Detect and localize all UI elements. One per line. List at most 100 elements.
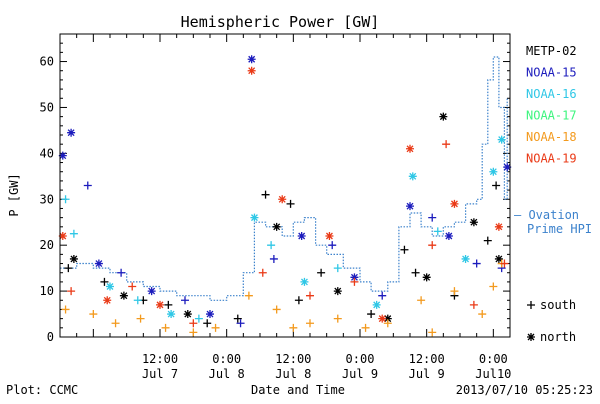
legend-entry-metp-02: METP-02	[526, 44, 577, 58]
north-asterisk-mark	[67, 128, 76, 137]
point-metp-02-south	[483, 236, 492, 245]
point-noaa-15-south	[181, 296, 189, 305]
north-asterisk-mark	[325, 232, 334, 240]
point-metp-02-north	[119, 291, 128, 300]
point-noaa-19-north	[406, 144, 414, 153]
south-plus-mark	[383, 319, 392, 328]
x-axis-label: Date and Time	[251, 383, 345, 397]
point-noaa-18-south	[450, 287, 459, 296]
point-noaa-15-north	[406, 202, 414, 211]
south-plus-mark	[428, 213, 437, 222]
north-asterisk-mark	[103, 296, 112, 305]
north-asterisk-mark	[497, 135, 506, 144]
south-plus-mark	[69, 229, 78, 238]
south-plus-mark	[417, 296, 426, 305]
point-metp-02-south	[64, 264, 73, 273]
south-plus-mark	[306, 291, 314, 300]
north-asterisk-mark	[250, 213, 259, 222]
point-metp-02-north	[333, 287, 342, 296]
point-noaa-18-south	[417, 296, 426, 305]
point-noaa-15-north	[350, 273, 359, 282]
north-asterisk-mark	[297, 232, 306, 240]
north-asterisk-mark	[383, 314, 392, 323]
south-plus-mark	[67, 287, 76, 296]
north-asterisk-mark	[444, 232, 453, 240]
point-noaa-18-south	[111, 319, 120, 328]
point-noaa-15-south	[472, 259, 481, 268]
north-asterisk-mark	[58, 232, 67, 240]
south-plus-mark	[267, 241, 276, 250]
south-plus-mark	[428, 241, 437, 250]
point-noaa-18-south	[361, 323, 370, 332]
point-noaa-18-south	[61, 305, 70, 314]
north-asterisk-mark	[469, 218, 478, 227]
north-asterisk-mark	[350, 273, 359, 282]
north-asterisk-mark	[503, 163, 512, 172]
point-noaa-16-south	[69, 229, 78, 238]
point-noaa-19-north	[278, 195, 287, 204]
south-plus-mark	[194, 314, 203, 323]
point-noaa-15-north	[444, 232, 453, 240]
south-plus-mark	[428, 328, 437, 337]
legend-ovation-line2: Prime HPI	[527, 222, 592, 236]
south-plus-mark	[133, 296, 142, 305]
y-tick-label: 10	[40, 284, 54, 298]
x-tick-date-label: Jul 9	[409, 367, 445, 381]
legend-entry-noaa-15: NOAA-15	[526, 66, 577, 80]
north-asterisk-mark	[247, 55, 256, 64]
point-noaa-16-south	[433, 227, 442, 236]
plot-credit: Plot: CCMC	[6, 383, 78, 397]
south-plus-mark	[333, 314, 342, 323]
point-metp-02-north	[494, 254, 503, 263]
south-plus-mark	[483, 236, 492, 245]
point-noaa-18-south	[189, 328, 198, 337]
point-metp-02-south	[100, 277, 109, 286]
point-noaa-19-north	[450, 199, 459, 208]
north-asterisk-mark	[156, 300, 164, 309]
point-noaa-19-south	[469, 300, 478, 309]
point-noaa-19-south	[350, 277, 359, 286]
south-plus-mark	[111, 319, 120, 328]
north-asterisk-mark	[167, 310, 176, 319]
south-plus-mark	[203, 319, 212, 328]
south-plus-mark	[472, 259, 481, 268]
point-metp-02-south	[286, 199, 295, 208]
south-plus-mark	[442, 140, 451, 149]
point-noaa-15-south	[428, 213, 437, 222]
data-points-layer	[58, 55, 512, 337]
point-noaa-18-south	[428, 328, 437, 337]
point-metp-02-north	[183, 310, 192, 319]
x-tick-time-label: 12:00	[409, 352, 445, 366]
x-tick-time-label: 0:00	[212, 352, 241, 366]
point-noaa-18-south	[289, 323, 298, 332]
north-asterisk-mark	[147, 287, 156, 296]
north-asterisk-mark	[206, 310, 214, 319]
north-asterisk-mark	[450, 199, 459, 208]
south-plus-mark	[189, 319, 198, 328]
point-noaa-18-south	[161, 323, 170, 332]
north-asterisk-icon	[527, 333, 535, 341]
point-noaa-15-north	[503, 163, 512, 172]
south-plus-mark	[306, 319, 314, 328]
point-noaa-16-north	[106, 282, 114, 291]
south-plus-mark	[117, 268, 126, 277]
point-noaa-19-south	[306, 291, 314, 300]
point-noaa-16-north	[461, 254, 470, 263]
point-noaa-18-south	[333, 314, 342, 323]
point-noaa-15-north	[67, 128, 76, 137]
point-noaa-19-south	[128, 282, 137, 291]
south-plus-mark	[189, 328, 198, 337]
south-plus-mark	[411, 268, 420, 277]
north-asterisk-mark	[58, 151, 67, 160]
point-noaa-19-north	[247, 66, 256, 75]
south-plus-mark	[286, 199, 295, 208]
point-noaa-15-north	[247, 55, 256, 64]
south-plus-mark	[164, 300, 173, 309]
point-noaa-18-south	[306, 319, 314, 328]
north-asterisk-mark	[106, 282, 114, 291]
north-asterisk-mark	[272, 222, 281, 231]
south-plus-mark	[244, 291, 253, 300]
point-noaa-15-north	[206, 310, 214, 319]
north-asterisk-mark	[278, 195, 287, 204]
